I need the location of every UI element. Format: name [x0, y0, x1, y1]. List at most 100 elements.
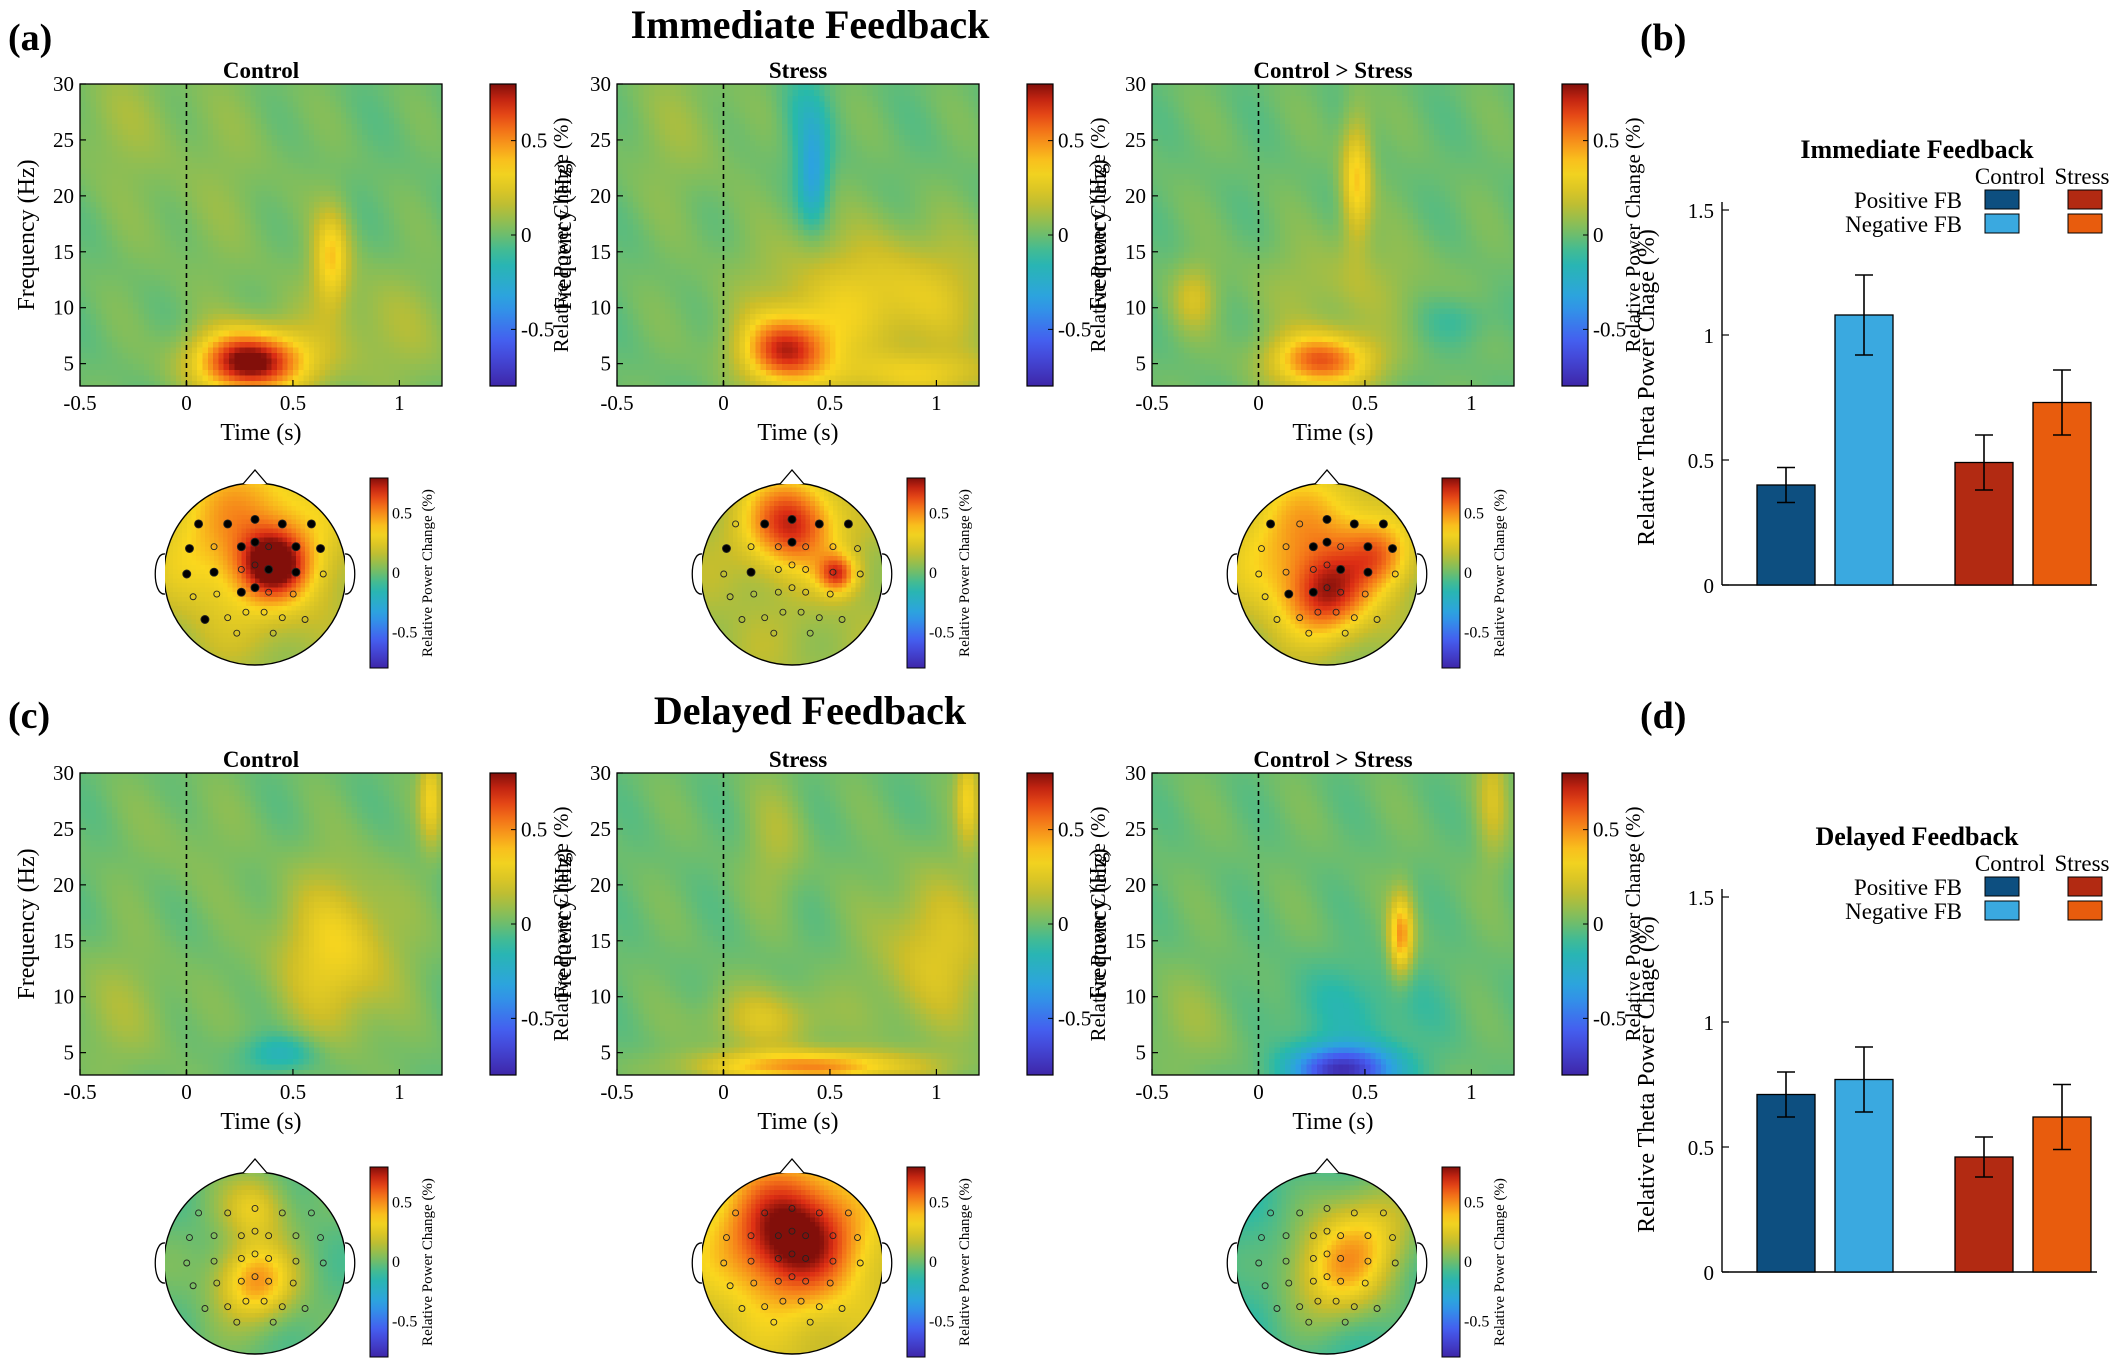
heatmap-cell [293, 285, 299, 291]
heatmap-cell [192, 129, 198, 135]
heatmap-cell [272, 129, 278, 135]
heatmap-cell [298, 146, 304, 152]
heatmap-cell [128, 246, 134, 252]
heatmap-cell [245, 257, 251, 263]
heatmap-cell [160, 291, 166, 297]
heatmap-cell [107, 352, 113, 358]
heatmap-cell [218, 207, 224, 213]
heatmap-cell [171, 134, 177, 140]
heatmap-cell [186, 358, 192, 364]
heatmap-cell [165, 313, 171, 319]
heatmap-cell [261, 140, 267, 146]
heatmap-cell [80, 112, 86, 118]
heatmap-cell [128, 375, 134, 381]
heatmap-cell [213, 252, 219, 258]
heatmap-cell [128, 347, 134, 353]
heatmap-cell [91, 369, 97, 375]
heatmap-cell [240, 201, 246, 207]
heatmap-cell [144, 151, 150, 157]
heatmap-cell [176, 173, 182, 179]
heatmap-cell [128, 162, 134, 168]
heatmap-cell [144, 364, 150, 370]
heatmap-cell [80, 101, 86, 107]
heatmap-cell [304, 302, 310, 308]
heatmap-cell [80, 157, 86, 163]
heatmap-cell [293, 369, 299, 375]
heatmap-cell [272, 201, 278, 207]
heatmap-cell [298, 235, 304, 241]
heatmap-cell [202, 112, 208, 118]
heatmap-cell [155, 213, 161, 219]
heatmap-cell [186, 241, 192, 247]
heatmap-cell [160, 313, 166, 319]
heatmap-cell [176, 123, 182, 129]
heatmap-cell [229, 358, 235, 364]
heatmap-cell [133, 151, 139, 157]
heatmap-cell [176, 291, 182, 297]
heatmap-cell [309, 308, 315, 314]
heatmap-cell [123, 112, 129, 118]
heatmap-cell [202, 173, 208, 179]
heatmap-cell [288, 162, 294, 168]
heatmap-cell [107, 134, 113, 140]
heatmap-cell [304, 313, 310, 319]
heatmap-cell [144, 297, 150, 303]
heatmap-cell [165, 369, 171, 375]
heatmap-cell [277, 274, 283, 280]
heatmap-cell [128, 129, 134, 135]
heatmap-cell [202, 118, 208, 124]
heatmap-cell [272, 308, 278, 314]
heatmap-cell [85, 112, 91, 118]
heatmap-cell [101, 241, 107, 247]
heatmap-cell [245, 308, 251, 314]
heatmap-cell [192, 101, 198, 107]
heatmap-cell [266, 129, 272, 135]
heatmap-cell [112, 134, 118, 140]
heatmap-cell [101, 375, 107, 381]
heatmap-cell [107, 319, 113, 325]
heatmap-cell [155, 95, 161, 101]
heatmap-cell [160, 375, 166, 381]
heatmap-cell [96, 257, 102, 263]
heatmap-cell [261, 173, 267, 179]
heatmap-cell [250, 196, 256, 202]
heatmap-cell [91, 263, 97, 269]
heatmap-cell [309, 324, 315, 330]
heatmap-cell [266, 319, 272, 325]
heatmap-cell [96, 224, 102, 230]
heatmap-cell [261, 347, 267, 353]
heatmap-cell [171, 313, 177, 319]
heatmap-cell [282, 269, 288, 275]
heatmap-cell [186, 274, 192, 280]
heatmap-cell [192, 274, 198, 280]
heatmap-cell [85, 196, 91, 202]
heatmap-cell [96, 101, 102, 107]
heatmap-cell [304, 308, 310, 314]
heatmap-cell [218, 118, 224, 124]
heatmap-cell [96, 302, 102, 308]
heatmap-cell [149, 319, 155, 325]
heatmap-cell [107, 235, 113, 241]
heatmap-cell [107, 84, 113, 90]
heatmap-cell [139, 352, 145, 358]
heatmap-cell [155, 123, 161, 129]
heatmap-cell [202, 90, 208, 96]
heatmap-cell [266, 291, 272, 297]
heatmap-cell [139, 173, 145, 179]
heatmap-cell [128, 118, 134, 124]
heatmap-cell [91, 291, 97, 297]
heatmap-cell [96, 185, 102, 191]
heatmap-cell [261, 336, 267, 342]
heatmap-cell [288, 146, 294, 152]
heatmap-cell [149, 162, 155, 168]
heatmap-cell [112, 190, 118, 196]
heatmap-cell [234, 319, 240, 325]
heatmap-cell [192, 118, 198, 124]
heatmap-cell [224, 274, 230, 280]
heatmap-cell [128, 196, 134, 202]
heatmap-cell [160, 280, 166, 286]
heatmap-cell [139, 313, 145, 319]
heatmap-cell [107, 123, 113, 129]
heatmap-cell [256, 274, 262, 280]
heatmap-cell [213, 201, 219, 207]
